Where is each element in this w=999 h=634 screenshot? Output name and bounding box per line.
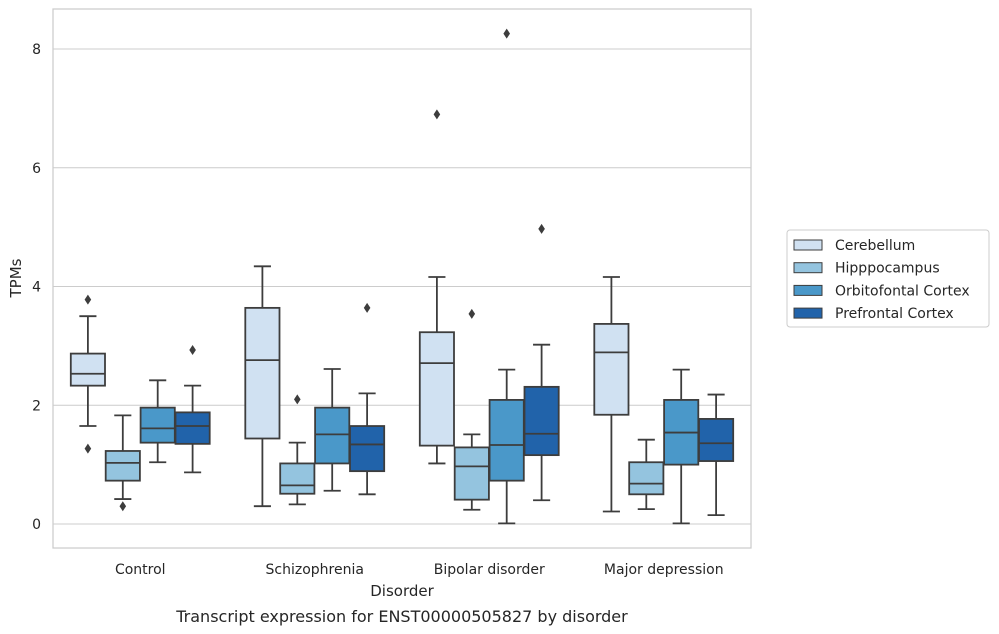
x-tick-label: Major depression [604, 562, 724, 578]
legend-frame [786, 229, 990, 328]
outlier-point [119, 501, 127, 512]
legend-label: Hipppocampus [835, 261, 940, 277]
box-prefrontal-cortex [349, 302, 386, 496]
x-axis-label: Disorder [370, 582, 434, 600]
box-hipppocampus [453, 308, 490, 511]
box-iqr [488, 399, 525, 482]
outlier-point [189, 345, 196, 356]
box-hipppocampus [104, 414, 141, 512]
y-tick-label: 0 [32, 517, 41, 533]
plot-frame [52, 8, 752, 549]
y-tick-label: 2 [32, 398, 41, 414]
box-cerebellum [418, 109, 455, 465]
boxes [69, 28, 735, 525]
box-iqr [523, 385, 560, 457]
legend-swatch [793, 284, 823, 296]
outlier-point [538, 223, 545, 234]
x-tick-label: Schizophrenia [266, 562, 364, 578]
box-iqr [314, 406, 351, 465]
box-iqr [279, 462, 316, 495]
box-cerebellum [593, 276, 630, 513]
x-tick-label: Bipolar disorder [434, 562, 545, 578]
y-tick-labels: 0 2 4 6 8 [32, 42, 41, 533]
box-iqr [244, 306, 281, 440]
box-prefrontal-cortex [698, 393, 735, 516]
outlier-point [503, 28, 510, 39]
x-tick-labels: Control Schizophrenia Bipolar disorder Majo… [115, 562, 724, 578]
outlier-point [468, 308, 476, 319]
box-orbitofontal-cortex [488, 28, 525, 525]
box-iqr [69, 352, 106, 387]
box-iqr [174, 411, 211, 445]
box-iqr [139, 406, 176, 444]
box-hipppocampus [628, 438, 665, 511]
x-tick-label: Control [115, 562, 166, 578]
y-tick-label: 8 [32, 42, 41, 58]
box-orbitofontal-cortex [314, 368, 351, 492]
box-orbitofontal-cortex [139, 379, 176, 464]
legend-swatch [793, 307, 823, 319]
gridlines [53, 48, 751, 525]
outlier-point [84, 443, 92, 454]
outlier-point [433, 109, 441, 120]
outlier-point [294, 394, 301, 405]
outlier-point [84, 294, 92, 305]
box-cerebellum [69, 294, 106, 454]
box-orbitofontal-cortex [663, 368, 700, 525]
legend-swatch [793, 262, 823, 274]
box-iqr [104, 450, 141, 482]
legend-swatch [793, 239, 823, 251]
box-prefrontal-cortex [523, 223, 560, 502]
box-cerebellum [244, 265, 281, 508]
legend: Cerebellum Hipppocampus Orbitofontal Corte… [786, 229, 990, 328]
box-iqr [453, 446, 490, 501]
legend-label: Prefrontal Cortex [835, 306, 954, 322]
box-iqr [418, 331, 455, 447]
y-tick-label: 4 [32, 280, 41, 296]
outlier-point [363, 302, 371, 313]
legend-label: Orbitofontal Cortex [835, 283, 970, 299]
box-hipppocampus [279, 394, 316, 506]
box-iqr [628, 461, 665, 496]
y-axis-label: TPMs [7, 258, 25, 298]
box-iqr [349, 425, 386, 473]
box-iqr [698, 418, 735, 462]
box-prefrontal-cortex [174, 345, 211, 474]
legend-label: Cerebellum [835, 238, 915, 254]
box-iqr [593, 323, 630, 416]
chart-title: Transcript expression for ENST0000050582… [175, 607, 628, 626]
y-tick-label: 6 [32, 161, 41, 177]
